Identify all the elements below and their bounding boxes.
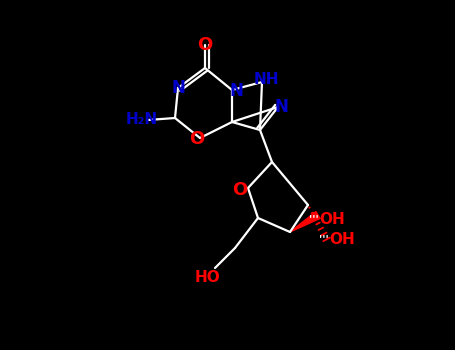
Text: O: O xyxy=(189,130,205,148)
Text: O: O xyxy=(197,36,212,54)
Text: OH: OH xyxy=(319,212,345,228)
Text: H₂N: H₂N xyxy=(126,112,158,127)
Text: O: O xyxy=(233,181,248,199)
Text: OH: OH xyxy=(329,232,355,247)
Text: N: N xyxy=(229,82,243,100)
Text: ''': ''' xyxy=(309,214,319,224)
Text: HO: HO xyxy=(194,271,220,286)
Text: ''': ''' xyxy=(319,234,329,244)
Polygon shape xyxy=(290,212,320,232)
Text: N: N xyxy=(274,98,288,116)
Text: N: N xyxy=(171,79,185,97)
Text: NH: NH xyxy=(253,72,279,88)
